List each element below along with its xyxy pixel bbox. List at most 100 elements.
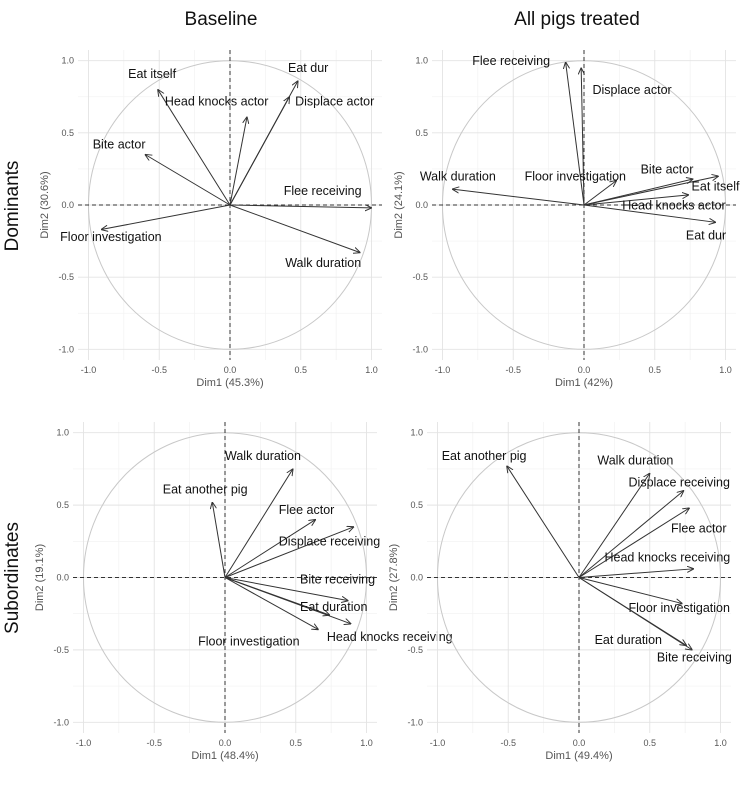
loading-label: Flee actor — [279, 503, 335, 517]
y-tick-label: -1.0 — [58, 344, 74, 354]
y-axis-label: Dim2 (27.8%) — [388, 544, 400, 611]
x-tick-label: -0.5 — [146, 738, 162, 748]
row-title-subordinates: Subordinates — [2, 522, 23, 634]
loading-label: Flee actor — [671, 522, 727, 536]
x-tick-label: -0.5 — [151, 365, 167, 375]
x-tick-label: -0.5 — [505, 365, 521, 375]
x-tick-label: 0.5 — [643, 738, 656, 748]
x-axis-label: Dim1 (48.4%) — [191, 750, 258, 762]
panel-dominants-baseline: -1.0 -0.5 0.0 0.5 1.0 -1.0 -0.5 0.0 0.5 1.0 Dim1 (… — [39, 50, 382, 389]
panel-dominants-treated: -1.0 -0.5 0.0 0.5 1.0 -1.0 -0.5 0.0 0.5 1.0 Dim1 (… — [393, 50, 740, 389]
loading-label: Bite receiving — [300, 572, 375, 586]
loading-label: Bite actor — [93, 138, 146, 152]
x-tick-label: 1.0 — [714, 738, 727, 748]
loading-arrow — [583, 180, 617, 206]
biplot-panels: -1.0 -0.5 0.0 0.5 1.0 -1.0 -0.5 0.0 0.5 1.0 Dim1 (… — [34, 50, 740, 762]
y-axis-label: Dim2 (30.6%) — [39, 171, 51, 238]
y-tick-label: 0.5 — [415, 128, 428, 138]
y-tick-label: 1.0 — [56, 428, 69, 438]
loading-arrow — [224, 520, 316, 578]
y-tick-label: 1.0 — [410, 428, 423, 438]
loading-arrow — [229, 204, 360, 253]
loading-arrow — [224, 577, 318, 630]
loading-label: Eat dur — [686, 229, 726, 243]
x-tick-label: 1.0 — [360, 738, 373, 748]
col-title-treated: All pigs treated — [514, 9, 640, 30]
y-tick-label: 0.0 — [410, 573, 423, 583]
y-axis-label: Dim2 (19.1%) — [34, 544, 46, 611]
x-axis-label: Dim1 (49.4%) — [545, 750, 612, 762]
loading-arrow — [583, 195, 689, 206]
col-title-baseline: Baseline — [185, 9, 258, 30]
loading-label: Floor investigation — [198, 635, 299, 649]
y-tick-label: -0.5 — [407, 645, 423, 655]
loading-arrow — [224, 527, 354, 578]
x-tick-label: 1.0 — [719, 365, 732, 375]
y-tick-label: -0.5 — [53, 645, 69, 655]
loading-arrow — [224, 577, 348, 601]
loading-arrow — [212, 502, 226, 578]
x-tick-label: 0.0 — [224, 365, 237, 375]
y-tick-label: 0.5 — [410, 500, 423, 510]
y-tick-label: 1.0 — [415, 56, 428, 66]
loading-label: Bite actor — [641, 162, 694, 176]
loading-label: Eat itself — [128, 67, 176, 81]
loading-arrow — [507, 466, 580, 578]
y-tick-label: 0.0 — [61, 200, 74, 210]
x-tick-label: -1.0 — [435, 365, 451, 375]
loading-arrow — [578, 569, 694, 578]
loading-arrow — [101, 204, 231, 230]
loading-arrow — [224, 469, 293, 578]
loading-label: Displace actor — [295, 94, 374, 108]
loading-label: Walk duration — [420, 169, 496, 183]
x-tick-label: -1.0 — [76, 738, 92, 748]
y-tick-label: -1.0 — [412, 344, 428, 354]
loading-label: Eat duration — [595, 633, 662, 647]
y-tick-label: -1.0 — [53, 717, 69, 727]
loading-label: Head knocks actor — [622, 198, 726, 212]
loading-label: Eat another pig — [442, 449, 527, 463]
panel-subordinates-baseline: -1.0 -0.5 0.0 0.5 1.0 -1.0 -0.5 0.0 0.5 1.0 Dim1 (… — [34, 422, 453, 762]
loading-arrow — [578, 473, 650, 578]
x-tick-label: -1.0 — [430, 738, 446, 748]
loading-arrow — [578, 491, 684, 578]
loading-label: Floor investigation — [629, 601, 730, 615]
y-tick-label: 1.0 — [61, 56, 74, 66]
y-tick-label: 0.5 — [61, 128, 74, 138]
y-tick-label: 0.5 — [56, 500, 69, 510]
x-tick-label: 0.0 — [219, 738, 232, 748]
loading-arrow — [583, 176, 718, 206]
loading-label: Head knocks receiving — [327, 630, 453, 644]
y-tick-label: -1.0 — [407, 717, 423, 727]
loading-label: Displace actor — [592, 83, 671, 97]
x-axis-label: Dim1 (42%) — [555, 377, 613, 389]
y-tick-label: 0.0 — [415, 200, 428, 210]
loading-arrow — [145, 154, 231, 206]
loading-label: Floor investigation — [60, 230, 161, 244]
loading-label: Flee receiving — [472, 54, 550, 68]
x-tick-label: -1.0 — [81, 365, 97, 375]
loading-arrow — [578, 577, 692, 650]
loading-label: Eat another pig — [163, 483, 248, 497]
row-title-dominants: Dominants — [2, 161, 23, 252]
x-tick-label: -0.5 — [500, 738, 516, 748]
loading-label: Walk duration — [285, 256, 361, 270]
loading-arrow — [158, 90, 231, 206]
panel-subordinates-treated: -1.0 -0.5 0.0 0.5 1.0 -1.0 -0.5 0.0 0.5 1.0 Dim1 (… — [388, 422, 732, 762]
y-tick-label: 0.0 — [56, 573, 69, 583]
loading-arrow — [583, 204, 716, 222]
loading-label: Floor investigation — [525, 169, 626, 183]
loading-arrow — [452, 189, 585, 206]
x-tick-label: 1.0 — [365, 365, 378, 375]
x-tick-label: 0.5 — [648, 365, 661, 375]
loading-arrow — [578, 577, 682, 604]
x-axis-label: Dim1 (45.3%) — [196, 377, 263, 389]
x-tick-label: 0.5 — [289, 738, 302, 748]
loading-arrow — [566, 62, 585, 206]
loading-label: Eat dur — [288, 61, 328, 75]
y-axis-label: Dim2 (24.1%) — [393, 171, 405, 238]
x-tick-label: 0.5 — [294, 365, 307, 375]
x-tick-label: 0.0 — [573, 738, 586, 748]
loading-label: Head knocks actor — [165, 94, 269, 108]
